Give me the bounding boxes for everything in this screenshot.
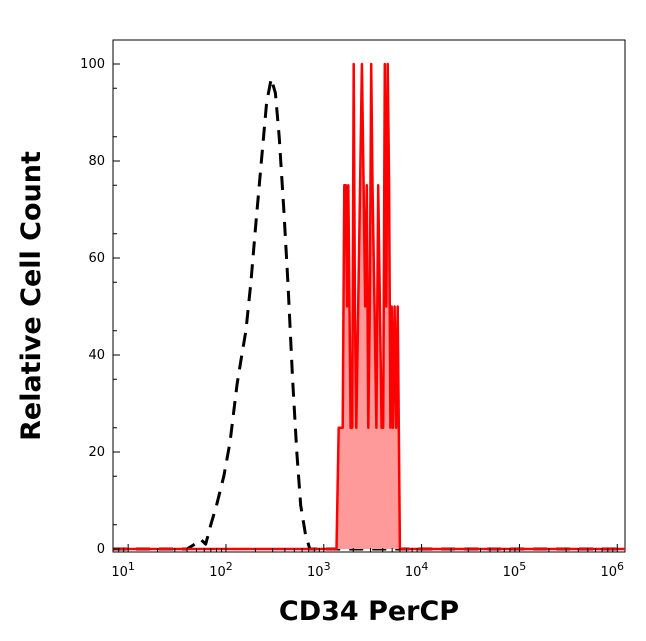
y-tick-label: 40 [88,348,105,363]
y-axis: 0 20 40 60 80 100 [80,57,120,557]
x-tick-label: 105 [503,560,527,580]
x-tick-label: 104 [405,560,429,580]
y-tick-label: 80 [88,154,105,169]
x-axis-title: CD34 PerCP [279,596,459,627]
y-axis-title: Relative Cell Count [16,151,47,441]
series-line-1 [113,62,625,551]
y-tick-label: 60 [88,251,105,266]
series-layer [113,62,625,551]
x-tick-label: 102 [209,560,233,580]
x-tick-label: 106 [600,560,624,580]
y-tick-label: 100 [80,57,105,72]
series-line-0 [113,77,625,551]
y-tick-label: 20 [88,445,105,460]
x-tick-label: 103 [307,560,331,580]
x-tick-label: 101 [111,560,135,580]
series-fill-1 [113,64,625,549]
y-tick-label: 0 [97,542,105,557]
plot-frame [112,39,626,553]
x-axis: 101 102 103 104 105 106 [111,544,624,580]
